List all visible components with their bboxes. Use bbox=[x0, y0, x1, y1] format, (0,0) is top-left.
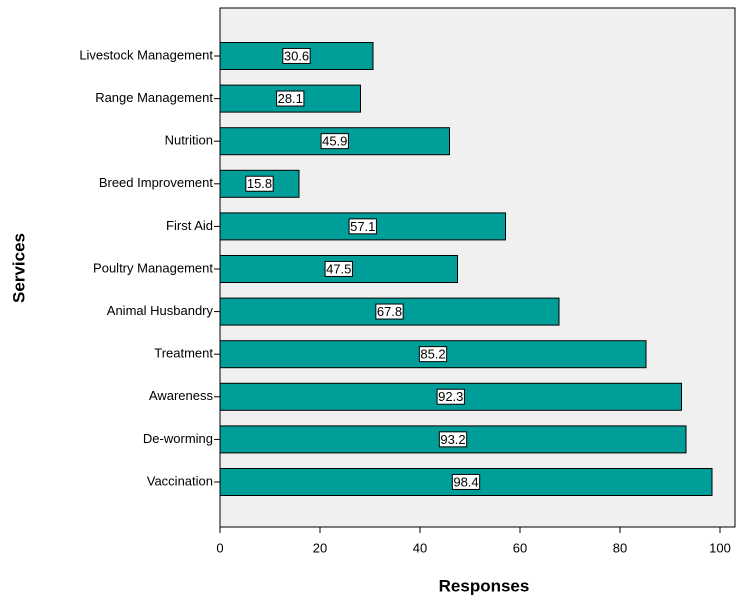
y-tick-label: Breed Improvement bbox=[99, 175, 214, 190]
x-tick-label: 60 bbox=[513, 540, 527, 555]
data-label: 85.2 bbox=[420, 347, 445, 362]
x-axis-title: Responses bbox=[439, 576, 530, 595]
y-tick-label: Range Management bbox=[95, 90, 213, 105]
y-tick-label: Livestock Management bbox=[79, 47, 213, 62]
data-label-box bbox=[324, 260, 353, 277]
y-axis-title: Services bbox=[9, 233, 28, 303]
data-label-box bbox=[418, 346, 448, 363]
data-label: 98.4 bbox=[453, 474, 478, 489]
data-label-box bbox=[436, 388, 465, 405]
data-label: 92.3 bbox=[438, 389, 463, 404]
x-tick-label: 80 bbox=[613, 540, 627, 555]
y-tick-label: First Aid bbox=[166, 218, 213, 233]
y-tick-label: Awareness bbox=[149, 388, 214, 403]
data-label-box bbox=[320, 133, 349, 150]
data-label: 47.5 bbox=[326, 261, 351, 276]
data-label: 28.1 bbox=[278, 91, 303, 106]
data-label-box bbox=[245, 175, 274, 192]
data-label-box bbox=[282, 47, 311, 64]
data-label: 30.6 bbox=[284, 48, 309, 63]
y-tick-label: Nutrition bbox=[165, 133, 213, 148]
x-tick-label: 0 bbox=[216, 540, 223, 555]
x-tick-label: 20 bbox=[313, 540, 327, 555]
y-tick-label: Treatment bbox=[154, 346, 213, 361]
data-label-box bbox=[348, 218, 377, 235]
y-tick-label: Animal Husbandry bbox=[107, 303, 214, 318]
bar bbox=[219, 127, 450, 156]
y-tick-label: Poultry Management bbox=[93, 260, 213, 275]
x-tick-label: 100 bbox=[709, 540, 731, 555]
data-label: 93.2 bbox=[440, 432, 465, 447]
x-tick-label: 40 bbox=[413, 540, 427, 555]
data-label: 67.8 bbox=[377, 304, 402, 319]
data-label: 45.9 bbox=[322, 134, 347, 149]
data-label: 57.1 bbox=[350, 219, 375, 234]
data-label-box bbox=[276, 90, 305, 107]
data-label: 15.8 bbox=[247, 176, 272, 191]
data-label-box bbox=[438, 431, 468, 448]
data-label-box bbox=[451, 473, 481, 490]
y-tick-label: De-worming bbox=[143, 431, 213, 446]
data-label-box bbox=[375, 303, 404, 320]
y-tick-label: Vaccination bbox=[147, 473, 213, 488]
plot-border bbox=[219, 7, 736, 528]
